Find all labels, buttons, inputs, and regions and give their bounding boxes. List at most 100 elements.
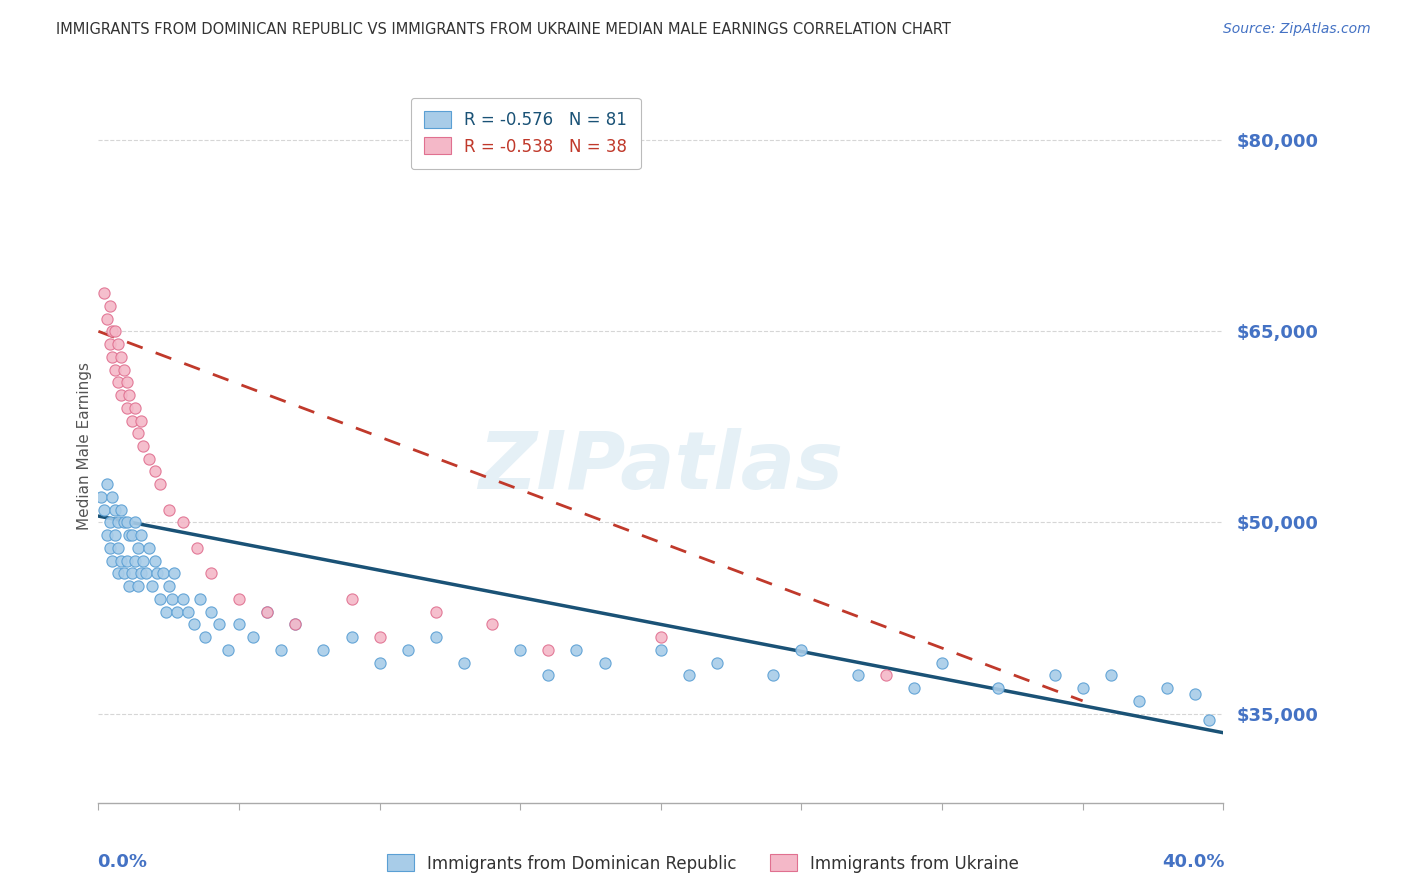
Point <box>149 477 172 491</box>
Point <box>124 401 146 415</box>
Point <box>208 617 231 632</box>
Point <box>242 630 264 644</box>
Point <box>157 502 180 516</box>
Point <box>152 566 174 581</box>
Point <box>98 299 121 313</box>
Point <box>762 668 785 682</box>
Point <box>217 643 239 657</box>
Point <box>132 554 155 568</box>
Point <box>118 579 141 593</box>
Point <box>1043 668 1066 682</box>
Point <box>104 528 127 542</box>
Point <box>875 668 897 682</box>
Point <box>101 324 124 338</box>
Point <box>186 541 208 555</box>
Point <box>112 362 135 376</box>
Point <box>112 566 135 581</box>
Point <box>188 591 211 606</box>
Point <box>706 656 728 670</box>
Point <box>425 605 447 619</box>
Point <box>368 656 391 670</box>
Point <box>903 681 925 695</box>
Point <box>565 643 588 657</box>
Point <box>172 516 194 530</box>
Point <box>112 516 135 530</box>
Legend: R = -0.576   N = 81, R = -0.538   N = 38: R = -0.576 N = 81, R = -0.538 N = 38 <box>411 97 641 169</box>
Y-axis label: Median Male Earnings: Median Male Earnings <box>77 362 91 530</box>
Point <box>340 630 363 644</box>
Point <box>107 566 129 581</box>
Point <box>270 643 292 657</box>
Point <box>200 605 222 619</box>
Point <box>110 350 132 364</box>
Point <box>107 516 129 530</box>
Point <box>650 630 672 644</box>
Point <box>396 643 419 657</box>
Point <box>107 376 129 390</box>
Point <box>104 362 127 376</box>
Point <box>129 528 152 542</box>
Point <box>160 591 183 606</box>
Point <box>1198 713 1220 727</box>
Point <box>284 617 307 632</box>
Point <box>157 579 180 593</box>
Point <box>129 413 152 427</box>
Point <box>96 528 118 542</box>
Point <box>228 617 250 632</box>
Point <box>93 502 115 516</box>
Point <box>93 286 115 301</box>
Point <box>98 337 121 351</box>
Point <box>481 617 503 632</box>
Point <box>790 643 813 657</box>
Point <box>127 541 149 555</box>
Legend: Immigrants from Dominican Republic, Immigrants from Ukraine: Immigrants from Dominican Republic, Immi… <box>381 847 1025 880</box>
Point <box>453 656 475 670</box>
Point <box>340 591 363 606</box>
Text: IMMIGRANTS FROM DOMINICAN REPUBLIC VS IMMIGRANTS FROM UKRAINE MEDIAN MALE EARNIN: IMMIGRANTS FROM DOMINICAN REPUBLIC VS IM… <box>56 22 950 37</box>
Point <box>1128 694 1150 708</box>
Point <box>678 668 700 682</box>
Point <box>177 605 200 619</box>
Point <box>104 502 127 516</box>
Text: Source: ZipAtlas.com: Source: ZipAtlas.com <box>1223 22 1371 37</box>
Point <box>138 541 160 555</box>
Point <box>1184 688 1206 702</box>
Point <box>90 490 112 504</box>
Point <box>228 591 250 606</box>
Point <box>129 566 152 581</box>
Point <box>183 617 205 632</box>
Point <box>1099 668 1122 682</box>
Point <box>115 376 138 390</box>
Point <box>200 566 222 581</box>
Point <box>110 388 132 402</box>
Point <box>118 528 141 542</box>
Point <box>141 579 163 593</box>
Point <box>110 554 132 568</box>
Point <box>312 643 335 657</box>
Point <box>1071 681 1094 695</box>
Point <box>118 388 141 402</box>
Point <box>127 426 149 441</box>
Point <box>846 668 869 682</box>
Point <box>127 579 149 593</box>
Point <box>593 656 616 670</box>
Point <box>98 541 121 555</box>
Point <box>194 630 217 644</box>
Point <box>98 516 121 530</box>
Point <box>121 413 143 427</box>
Point <box>104 324 127 338</box>
Point <box>987 681 1010 695</box>
Point <box>425 630 447 644</box>
Point <box>101 554 124 568</box>
Point <box>115 554 138 568</box>
Point <box>146 566 169 581</box>
Point <box>135 566 157 581</box>
Point <box>101 490 124 504</box>
Text: ZIPatlas: ZIPatlas <box>478 428 844 507</box>
Point <box>149 591 172 606</box>
Point <box>256 605 278 619</box>
Point <box>143 554 166 568</box>
Point <box>132 439 155 453</box>
Point <box>121 566 143 581</box>
Point <box>138 451 160 466</box>
